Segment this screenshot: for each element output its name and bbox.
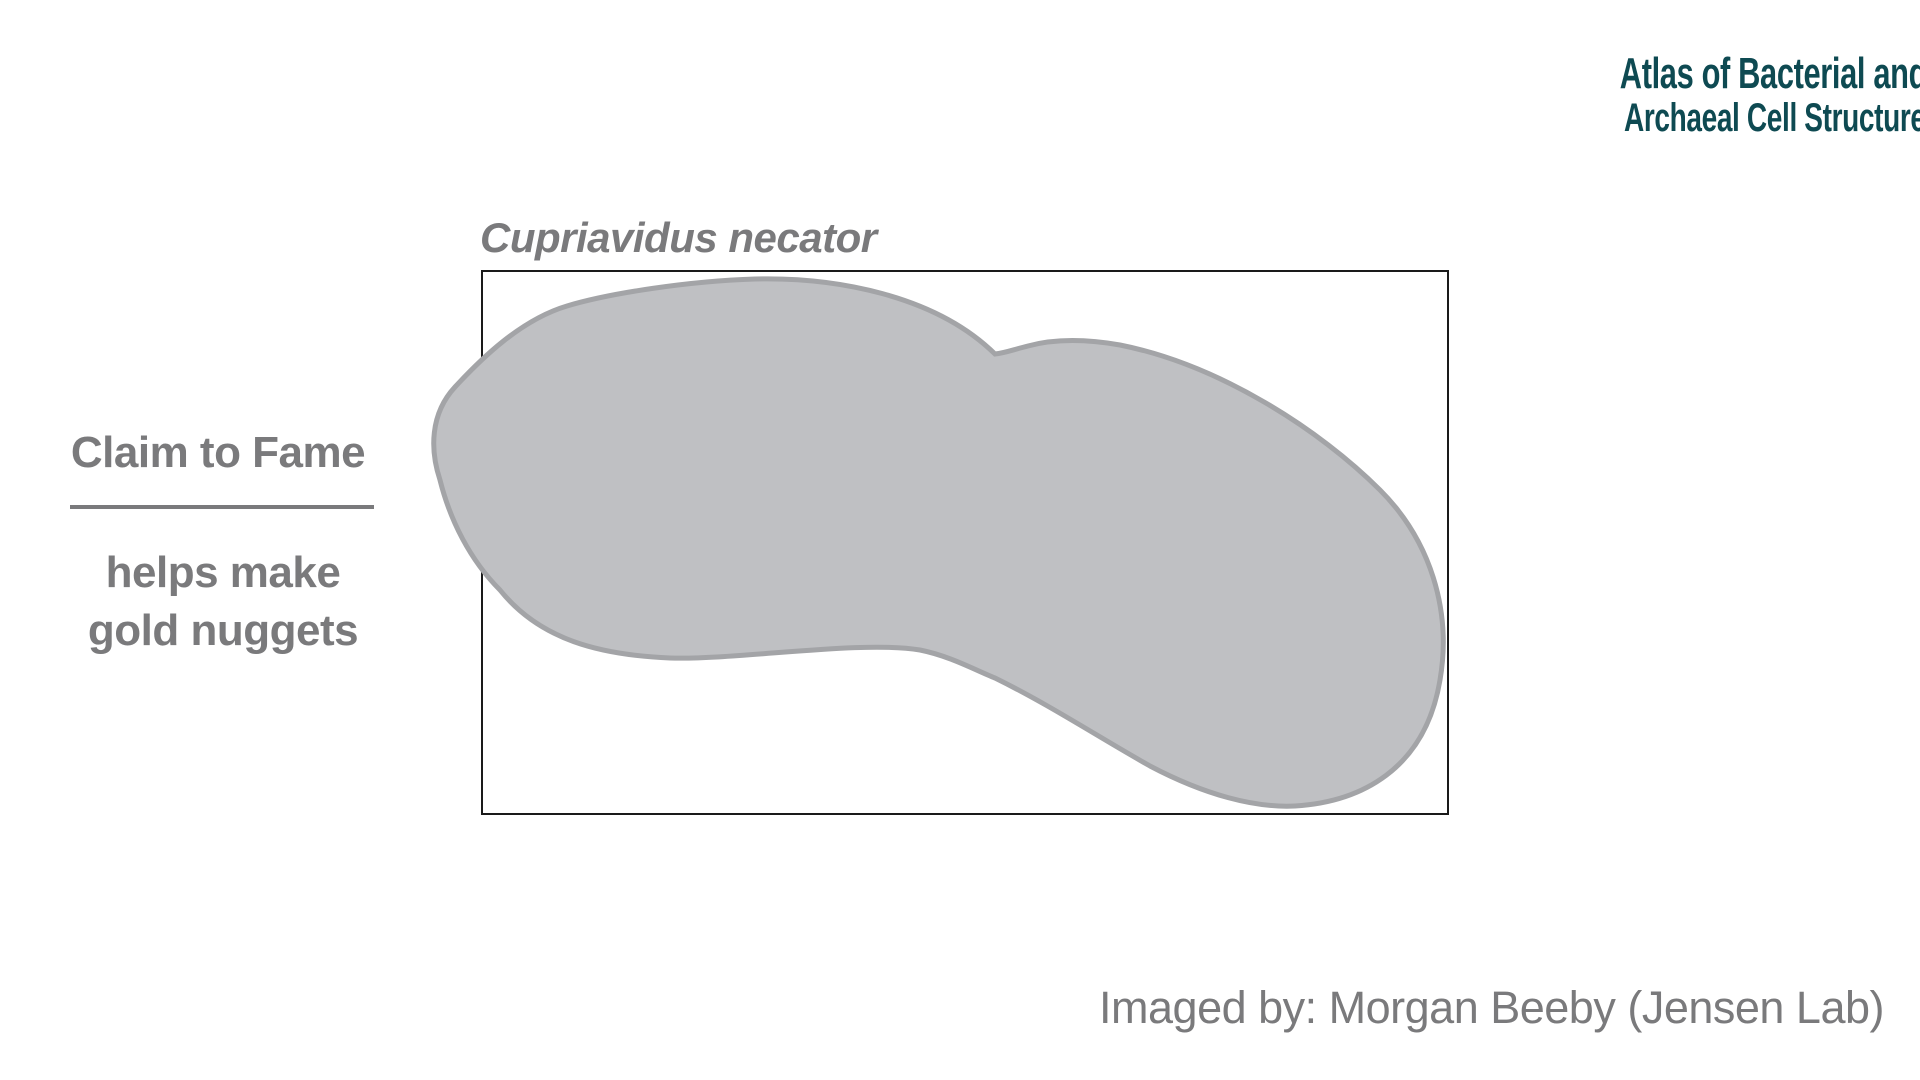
claim-to-fame-heading: Claim to Fame [58,428,378,478]
cell-outline [434,279,1443,806]
claim-line-2: gold nuggets [58,602,388,660]
claim-divider [70,505,374,509]
claim-description: helps make gold nuggets [58,544,388,660]
imaging-credit: Imaged by: Morgan Beeby (Jensen Lab) [1099,982,1884,1034]
claim-line-1: helps make [58,544,388,602]
